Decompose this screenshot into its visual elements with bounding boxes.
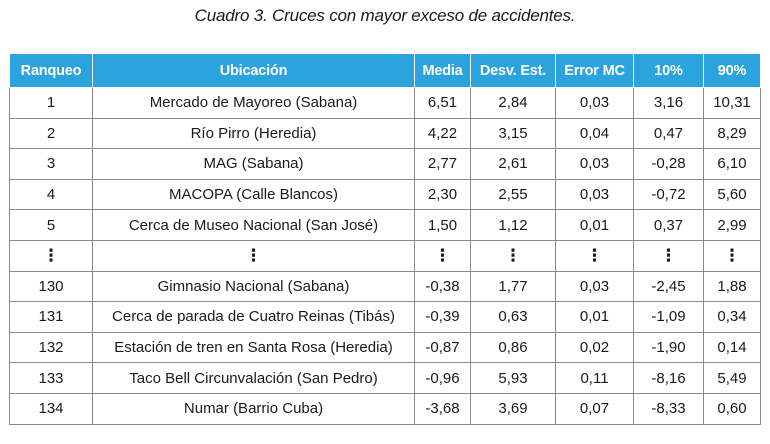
table-row: 4 MACOPA (Calle Blancos) 2,30 2,55 0,03 … (9, 178, 761, 211)
cell-desv-est: 1,12 (470, 209, 556, 241)
cell-desv-est: 1,77 (470, 270, 556, 303)
cell-ranqueo: 2 (9, 117, 93, 150)
cell-ubicacion: Numar (Barrio Cuba) (92, 392, 415, 425)
column-header-error-mc: Error MC (555, 53, 634, 88)
cell-desv-est: 3,15 (470, 117, 556, 150)
cell-ubicacion: MACOPA (Calle Blancos) (92, 178, 415, 211)
cell-p10: -0,28 (633, 148, 704, 180)
cell-media: 1,50 (414, 209, 471, 241)
cell-ranqueo: 4 (9, 178, 93, 211)
table-header-row: Ranqueo Ubicación Media Desv. Est. Error… (9, 53, 761, 88)
ellipsis-cell: ⋮ (555, 239, 634, 272)
cell-p10: -8,33 (633, 392, 704, 425)
cell-desv-est: 5,93 (470, 362, 556, 394)
ellipsis-cell: ⋮ (633, 239, 704, 272)
cell-p90: 5,60 (703, 178, 761, 211)
cell-p10: -2,45 (633, 270, 704, 303)
cell-error-mc: 0,03 (555, 178, 634, 211)
cell-error-mc: 0,07 (555, 392, 634, 425)
cell-ranqueo: 130 (9, 270, 93, 303)
cell-media: -0,39 (414, 301, 471, 333)
table-row: 3 MAG (Sabana) 2,77 2,61 0,03 -0,28 6,10 (9, 148, 761, 180)
cell-desv-est: 0,86 (470, 331, 556, 364)
ellipsis-cell: ⋮ (414, 239, 471, 272)
cell-p10: 3,16 (633, 87, 704, 119)
table-row: 134 Numar (Barrio Cuba) -3,68 3,69 0,07 … (9, 392, 761, 425)
cell-p90: 2,99 (703, 209, 761, 241)
ellipsis-cell: ⋮ (92, 239, 415, 272)
cell-p90: 5,49 (703, 362, 761, 394)
cell-ubicacion: Mercado de Mayoreo (Sabana) (92, 87, 415, 119)
cell-media: -0,38 (414, 270, 471, 303)
cell-ubicacion: Gimnasio Nacional (Sabana) (92, 270, 415, 303)
column-header-ranqueo: Ranqueo (9, 53, 93, 88)
cell-ranqueo: 133 (9, 362, 93, 394)
cell-ubicacion: MAG (Sabana) (92, 148, 415, 180)
cell-ubicacion: Estación de tren en Santa Rosa (Heredia) (92, 331, 415, 364)
cell-error-mc: 0,03 (555, 270, 634, 303)
cell-media: 2,77 (414, 148, 471, 180)
cell-p10: 0,47 (633, 117, 704, 150)
column-header-media: Media (414, 53, 471, 88)
cell-p90: 6,10 (703, 148, 761, 180)
cell-error-mc: 0,01 (555, 209, 634, 241)
cell-ranqueo: 5 (9, 209, 93, 241)
cell-ubicacion: Río Pirro (Heredia) (92, 117, 415, 150)
cell-ranqueo: 3 (9, 148, 93, 180)
table-row: 130 Gimnasio Nacional (Sabana) -0,38 1,7… (9, 270, 761, 303)
cell-error-mc: 0,01 (555, 301, 634, 333)
table-row: 131 Cerca de parada de Cuatro Reinas (Ti… (9, 301, 761, 333)
cell-ranqueo: 132 (9, 331, 93, 364)
cell-ranqueo: 131 (9, 301, 93, 333)
column-header-ubicacion: Ubicación (92, 53, 415, 88)
accidents-table: Ranqueo Ubicación Media Desv. Est. Error… (9, 53, 761, 425)
table-row: 132 Estación de tren en Santa Rosa (Here… (9, 331, 761, 364)
cell-error-mc: 0,02 (555, 331, 634, 364)
table-row: 2 Río Pirro (Heredia) 4,22 3,15 0,04 0,4… (9, 117, 761, 150)
cell-media: 4,22 (414, 117, 471, 150)
ellipsis-cell: ⋮ (9, 239, 93, 272)
cell-media: -0,96 (414, 362, 471, 394)
cell-media: -0,87 (414, 331, 471, 364)
table-row: 5 Cerca de Museo Nacional (San José) 1,5… (9, 209, 761, 241)
table-row: 1 Mercado de Mayoreo (Sabana) 6,51 2,84 … (9, 87, 761, 119)
cell-p10: -0,72 (633, 178, 704, 211)
cell-desv-est: 3,69 (470, 392, 556, 425)
cell-ubicacion: Cerca de Museo Nacional (San José) (92, 209, 415, 241)
cell-p90: 8,29 (703, 117, 761, 150)
cell-desv-est: 0,63 (470, 301, 556, 333)
cell-ranqueo: 134 (9, 392, 93, 425)
cell-p10: -8,16 (633, 362, 704, 394)
cell-desv-est: 2,84 (470, 87, 556, 119)
cell-p10: -1,90 (633, 331, 704, 364)
cell-p90: 0,14 (703, 331, 761, 364)
cell-desv-est: 2,55 (470, 178, 556, 211)
cell-error-mc: 0,04 (555, 117, 634, 150)
cell-error-mc: 0,03 (555, 87, 634, 119)
cell-media: 2,30 (414, 178, 471, 211)
column-header-p10: 10% (633, 53, 704, 88)
table-caption: Cuadro 3. Cruces con mayor exceso de acc… (194, 6, 576, 25)
cell-p90: 1,88 (703, 270, 761, 303)
cell-ubicacion: Cerca de parada de Cuatro Reinas (Tibás) (92, 301, 415, 333)
cell-error-mc: 0,11 (555, 362, 634, 394)
cell-media: -3,68 (414, 392, 471, 425)
column-header-desv-est: Desv. Est. (470, 53, 556, 88)
cell-p90: 0,60 (703, 392, 761, 425)
cell-desv-est: 2,61 (470, 148, 556, 180)
ellipsis-cell: ⋮ (470, 239, 556, 272)
cell-p90: 0,34 (703, 301, 761, 333)
cell-p90: 10,31 (703, 87, 761, 119)
cell-media: 6,51 (414, 87, 471, 119)
cell-ranqueo: 1 (9, 87, 93, 119)
ellipsis-cell: ⋮ (703, 239, 761, 272)
table-row: 133 Taco Bell Circunvalación (San Pedro)… (9, 362, 761, 394)
cell-error-mc: 0,03 (555, 148, 634, 180)
cell-ubicacion: Taco Bell Circunvalación (San Pedro) (92, 362, 415, 394)
column-header-p90: 90% (703, 53, 761, 88)
cell-p10: -1,09 (633, 301, 704, 333)
table-row-ellipsis: ⋮ ⋮ ⋮ ⋮ ⋮ ⋮ ⋮ (9, 239, 761, 272)
cell-p10: 0,37 (633, 209, 704, 241)
